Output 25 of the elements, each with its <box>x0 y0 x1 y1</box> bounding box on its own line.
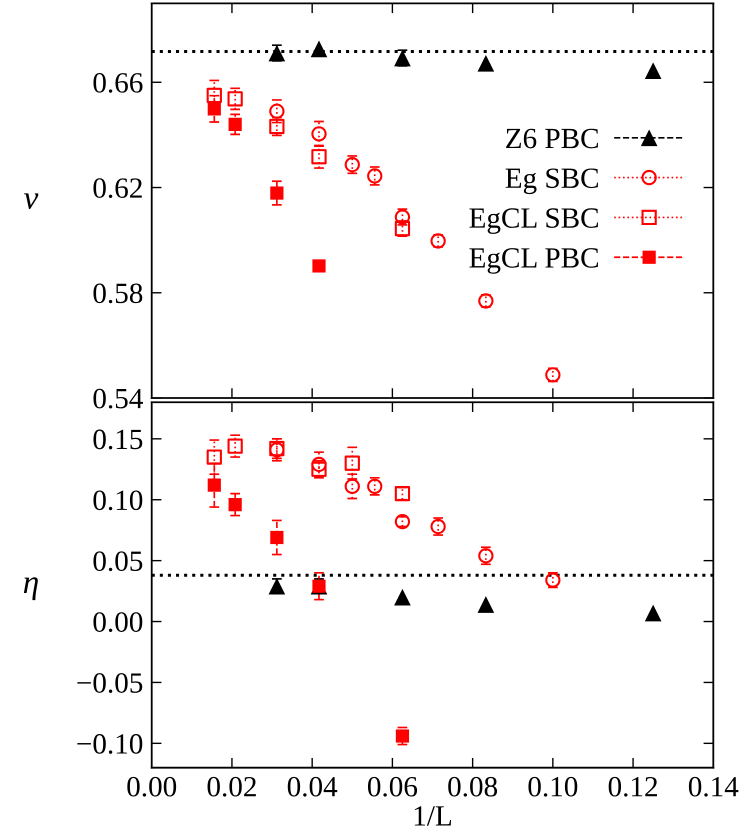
legend-label: Eg SBC <box>506 168 598 194</box>
y-tick-label: 0.05 <box>93 551 142 572</box>
x-tick-label: 0.14 <box>688 776 738 797</box>
x-tick-label: 0.02 <box>208 776 256 797</box>
x-tick-label: 0.00 <box>127 776 176 797</box>
y-tick-label: 0.58 <box>93 283 142 304</box>
y-tick-label: 0.66 <box>93 73 143 93</box>
x-tick-label: 0.04 <box>288 776 338 797</box>
x-tick-label: 0.12 <box>608 776 657 797</box>
legend-label: Z6 PBC <box>506 128 598 148</box>
y-tick-label: −0.10 <box>77 734 142 754</box>
y-axis-title: ν <box>24 193 38 210</box>
y-tick-label: 0.54 <box>93 388 143 409</box>
x-tick-label: 0.10 <box>528 776 578 797</box>
legend-label: EgCL PBC <box>469 248 598 274</box>
y-tick-label: −0.05 <box>77 673 142 693</box>
x-tick-label: 0.06 <box>368 776 418 797</box>
y-tick-label: 0.00 <box>93 612 142 632</box>
x-tick-label: 0.08 <box>448 776 498 797</box>
y-tick-label: 0.10 <box>93 490 142 510</box>
legend-label: EgCL SBC <box>469 208 598 234</box>
x-axis-title: 1/L <box>414 806 452 826</box>
y-tick-label: 0.62 <box>93 178 142 198</box>
y-tick-label: 0.15 <box>93 430 142 450</box>
y-axis-title: η <box>24 577 38 600</box>
